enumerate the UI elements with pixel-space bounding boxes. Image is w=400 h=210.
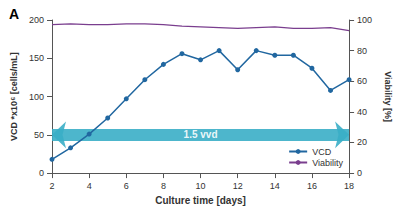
svg-text:80: 80: [357, 46, 367, 56]
svg-text:12: 12: [233, 181, 243, 191]
svg-text:200: 200: [29, 15, 44, 25]
svg-text:60: 60: [357, 76, 367, 86]
svg-text:0: 0: [357, 168, 362, 178]
svg-text:Viability: Viability: [312, 158, 343, 168]
svg-text:0: 0: [39, 168, 44, 178]
svg-text:10: 10: [196, 181, 206, 191]
svg-text:40: 40: [357, 107, 367, 117]
svg-text:VCD *x10⁶ [cells/mL]: VCD *x10⁶ [cells/mL]: [9, 52, 19, 141]
svg-text:Viability [%]: Viability [%]: [383, 71, 393, 122]
svg-text:6: 6: [124, 181, 129, 191]
svg-text:VCD: VCD: [312, 147, 332, 157]
svg-text:4: 4: [87, 181, 92, 191]
svg-text:A: A: [9, 6, 19, 22]
svg-text:Culture time [days]: Culture time [days]: [155, 195, 246, 206]
svg-text:1.5 vvd: 1.5 vvd: [184, 129, 218, 140]
svg-text:18: 18: [344, 181, 354, 191]
svg-text:50: 50: [34, 130, 44, 140]
svg-text:20: 20: [357, 137, 367, 147]
svg-text:100: 100: [357, 15, 372, 25]
svg-text:150: 150: [29, 53, 44, 63]
svg-text:2: 2: [49, 181, 54, 191]
svg-text:16: 16: [307, 181, 317, 191]
svg-text:100: 100: [29, 92, 44, 102]
svg-text:14: 14: [270, 181, 280, 191]
svg-text:8: 8: [161, 181, 166, 191]
